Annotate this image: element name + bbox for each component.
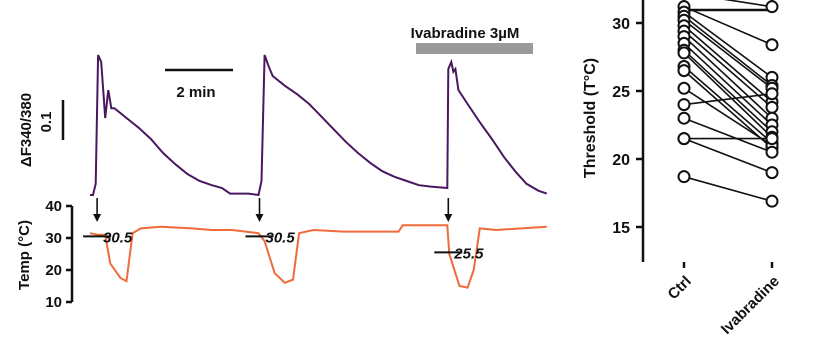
stimulus-arrow bbox=[93, 198, 102, 222]
ivabradine-point bbox=[765, 87, 779, 101]
y-tick-label: 20 bbox=[612, 152, 630, 169]
pair-line bbox=[683, 175, 773, 202]
temperature-axis: 40 30 20 10 bbox=[45, 198, 74, 311]
calcium-trace bbox=[90, 54, 548, 197]
trace-panel: Ivabradine 3µM 2 min 0.1 ΔF340/380 30.5 3… bbox=[16, 25, 548, 311]
ctrl-point bbox=[677, 170, 691, 184]
pair-line bbox=[683, 87, 773, 147]
pair-line bbox=[683, 30, 773, 108]
ivabradine-point bbox=[765, 194, 779, 208]
time-scale-label: 2 min bbox=[176, 84, 215, 101]
y-tick-label: 30 bbox=[612, 16, 630, 33]
ctrl-point bbox=[677, 46, 691, 60]
temp-tick-label: 10 bbox=[45, 294, 62, 311]
x-label-ivabradine: Ivabradine bbox=[718, 273, 783, 338]
stimulus-arrow bbox=[444, 198, 453, 222]
y-tick-label: 15 bbox=[612, 220, 630, 237]
threshold-label: 25.5 bbox=[453, 245, 484, 262]
pair-line bbox=[683, 11, 773, 79]
ivabradine-point bbox=[765, 38, 779, 52]
stimulus-arrows bbox=[93, 198, 453, 222]
temperature-axis-label: Temp (°C) bbox=[16, 220, 33, 290]
pair-line bbox=[683, 49, 773, 133]
ivabradine-point bbox=[765, 132, 779, 146]
ctrl-point bbox=[677, 81, 691, 95]
ivabradine-point bbox=[765, 100, 779, 114]
pair-line bbox=[683, 15, 773, 87]
pair-line bbox=[683, 137, 773, 174]
pair-line bbox=[683, 65, 773, 144]
temp-tick-label: 20 bbox=[45, 262, 62, 279]
x-label-ctrl: Ctrl bbox=[665, 273, 695, 303]
y-axis-ticks: 15 20 25 30 bbox=[612, 16, 643, 237]
ivabradine-point bbox=[765, 166, 779, 180]
threshold-label: 30.5 bbox=[103, 229, 133, 246]
temp-tick-label: 40 bbox=[45, 198, 62, 215]
paired-threshold-panel: 15 20 25 30 Threshold (T°C) Ctrl Ivabradine bbox=[582, 0, 783, 338]
calcium-axis-label: ΔF340/380 bbox=[18, 93, 35, 167]
threshold-markers: 30.5 30.5 25.5 bbox=[83, 229, 484, 262]
paired-points bbox=[677, 0, 779, 208]
ivabradine-point bbox=[765, 145, 779, 159]
pair-line bbox=[683, 117, 773, 153]
stimulus-arrow bbox=[255, 198, 264, 222]
temperature-trace bbox=[89, 224, 547, 289]
y-tick-label: 25 bbox=[612, 84, 630, 101]
pair-line bbox=[683, 52, 773, 138]
pair-line bbox=[683, 25, 773, 103]
pair-line bbox=[683, 19, 773, 89]
pair-line bbox=[683, 36, 773, 119]
pair-line bbox=[683, 92, 773, 106]
ctrl-point bbox=[677, 98, 691, 112]
pair-line bbox=[723, 0, 773, 8]
pair-line bbox=[683, 5, 773, 46]
drug-application-bar bbox=[416, 43, 533, 54]
temp-tick-label: 30 bbox=[45, 230, 62, 247]
drug-label: Ivabradine 3µM bbox=[411, 25, 520, 42]
pair-line bbox=[683, 42, 773, 126]
y-axis-label: Threshold (T°C) bbox=[582, 58, 599, 178]
ctrl-point bbox=[677, 64, 691, 78]
ctrl-point bbox=[677, 111, 691, 125]
ctrl-point bbox=[677, 132, 691, 146]
calcium-scale-label: 0.1 bbox=[38, 112, 55, 133]
ivabradine-point bbox=[765, 0, 779, 14]
threshold-label: 30.5 bbox=[266, 229, 296, 246]
